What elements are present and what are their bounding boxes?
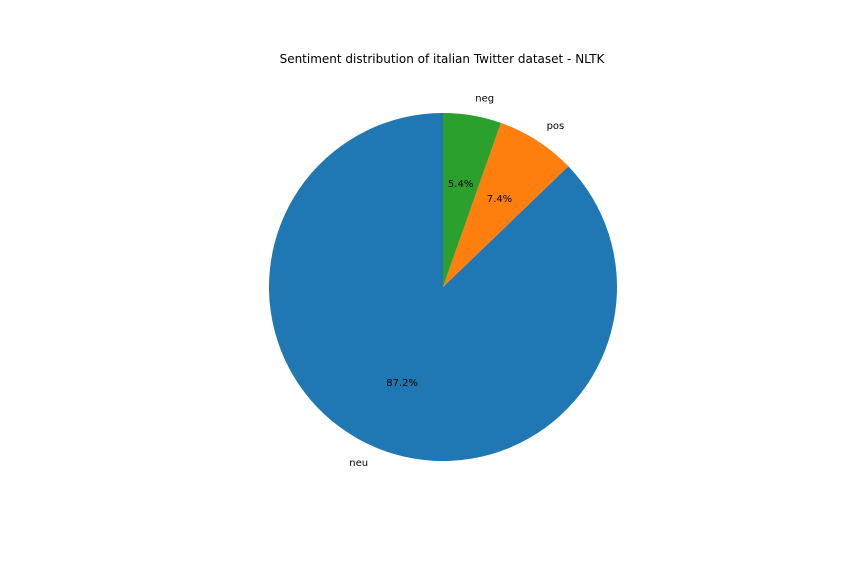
pie-slice-neu (269, 113, 618, 461)
slice-label-neg: neg (475, 93, 494, 104)
slice-percent-neu: 87.2% (386, 378, 418, 389)
slice-percent-pos: 7.4% (487, 194, 512, 205)
pie-slice-neg (443, 113, 501, 287)
chart-title: Sentiment distribution of italian Twitte… (280, 52, 606, 66)
pie-slice-pos (443, 122, 569, 287)
slice-percent-neg: 5.4% (448, 179, 473, 190)
pie-labels: neu 87.2% pos 7.4% neg 5.4% (349, 93, 564, 469)
slice-label-pos: pos (547, 121, 565, 132)
pie-slices (269, 113, 618, 461)
slice-label-neu: neu (349, 458, 368, 469)
